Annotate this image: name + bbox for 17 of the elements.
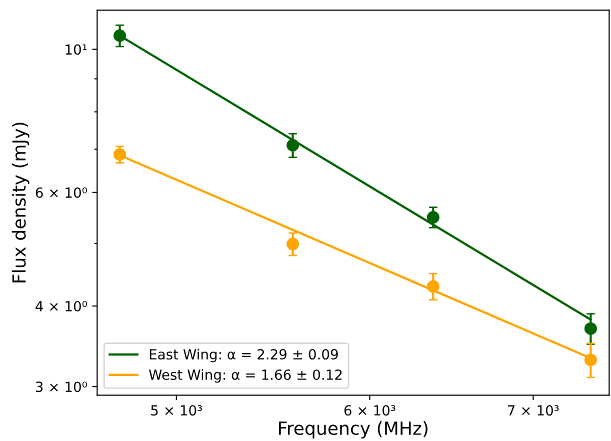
- x-tick-label: 6 × 10³: [344, 405, 396, 416]
- x-tick-label: 5 × 10³: [151, 405, 202, 416]
- legend-label: East Wing: α = 2.29 ± 0.09: [150, 348, 338, 362]
- point: [114, 148, 126, 161]
- y-axis-title: Flux density (mJy): [12, 122, 30, 282]
- x-axis-title: Frequency (MHz): [279, 421, 428, 439]
- point: [426, 280, 440, 293]
- point: [584, 354, 597, 366]
- legend-label: West Wing: α = 1.66 ± 0.12: [149, 369, 342, 383]
- y-tick-label: 6 × 10⁰: [36, 187, 87, 198]
- point: [426, 211, 440, 224]
- y-tick-label: 4 × 10⁰: [36, 300, 87, 312]
- point: [584, 322, 597, 335]
- y-tick-label: 10¹: [66, 44, 87, 55]
- x-tick-label: 7 × 10³: [508, 405, 559, 416]
- y-tick-label: 3 × 10⁰: [36, 382, 87, 392]
- point: [114, 29, 126, 42]
